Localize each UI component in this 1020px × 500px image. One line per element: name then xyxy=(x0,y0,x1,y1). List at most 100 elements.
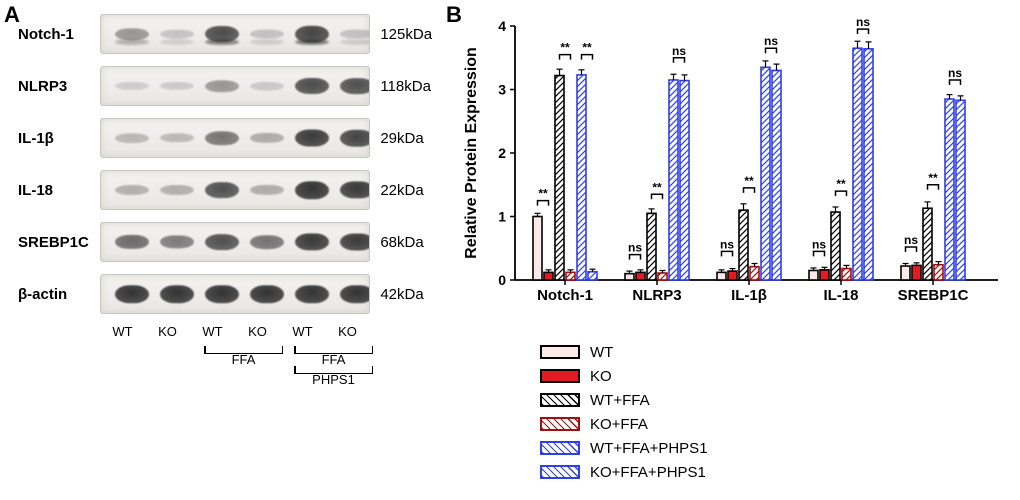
svg-text:2: 2 xyxy=(498,145,506,161)
legend-label: KO xyxy=(590,368,612,385)
legend-swatch xyxy=(540,465,580,479)
panel-b-barchart: 01234Relative Protein ExpressionNotch-1N… xyxy=(460,12,1008,332)
blot-row: β-actin 42kDa xyxy=(18,272,450,316)
chart-bar xyxy=(647,213,656,280)
molecular-weight-label: 118kDa xyxy=(370,78,450,95)
protein-name: β-actin xyxy=(18,286,100,303)
chart-bar xyxy=(820,270,829,280)
chart-bar xyxy=(750,267,759,280)
legend-item: KO+FFA xyxy=(540,412,780,436)
legend-item: WT+FFA+PHPS1 xyxy=(540,436,780,460)
protein-name: Notch-1 xyxy=(18,26,100,43)
chart-bar xyxy=(934,265,943,280)
significance-label: ns xyxy=(812,237,826,251)
molecular-weight-label: 125kDa xyxy=(370,26,450,43)
chart-bar xyxy=(544,272,553,280)
condition-bracket: PHPS1 xyxy=(294,373,373,374)
blot-strip xyxy=(100,274,371,314)
significance-label: ** xyxy=(836,177,846,191)
chart-bar xyxy=(842,269,851,280)
significance-label: ** xyxy=(652,180,662,194)
chart-bar xyxy=(636,272,645,280)
legend-label: WT xyxy=(590,344,613,361)
svg-text:4: 4 xyxy=(498,18,506,34)
svg-text:1: 1 xyxy=(498,209,506,225)
significance-label: ns xyxy=(720,237,734,251)
chart-bar xyxy=(901,266,910,280)
chart-bar xyxy=(956,100,965,280)
significance-label: ** xyxy=(560,41,570,55)
legend-item: WT xyxy=(540,340,780,364)
significance-label: ** xyxy=(928,171,938,185)
x-group-label: IL-1β xyxy=(731,287,767,304)
molecular-weight-label: 68kDa xyxy=(370,234,450,251)
significance-label: ns xyxy=(948,66,962,80)
blot-row: SREBP1C 68kDa xyxy=(18,220,450,264)
chart-bar xyxy=(588,272,597,280)
legend-label: KO+FFA+PHPS1 xyxy=(590,464,706,481)
chart-bar xyxy=(831,212,840,280)
blot-strip xyxy=(100,222,371,262)
protein-name: IL-18 xyxy=(18,182,100,199)
legend-swatch xyxy=(540,393,580,407)
blot-strip xyxy=(100,118,371,158)
molecular-weight-label: 29kDa xyxy=(370,130,450,147)
molecular-weight-label: 22kDa xyxy=(370,182,450,199)
blot-strip xyxy=(100,14,371,54)
legend-label: WT+FFA+PHPS1 xyxy=(590,440,708,457)
legend-swatch xyxy=(540,417,580,431)
chart-bar xyxy=(864,49,873,280)
chart-bar xyxy=(555,76,564,280)
phps1-bracket-row: PHPS1 xyxy=(100,359,372,379)
molecular-weight-label: 42kDa xyxy=(370,286,450,303)
lane-label: WT xyxy=(190,324,235,339)
blot-row: Notch-1 125kDa xyxy=(18,12,450,56)
chart-bar xyxy=(761,67,770,280)
blot-strip xyxy=(100,170,371,210)
legend-item: WT+FFA xyxy=(540,388,780,412)
ffa-bracket-row: FFAFFA xyxy=(100,339,372,359)
chart-bar xyxy=(945,99,954,280)
chart-bar xyxy=(566,272,575,280)
x-group-label: Notch-1 xyxy=(537,287,593,304)
lane-label: KO xyxy=(235,324,280,339)
chart-bar xyxy=(658,273,667,280)
chart-bar xyxy=(853,48,862,280)
blot-row: NLRP3118kDa xyxy=(18,64,450,108)
significance-label: ns xyxy=(672,44,686,58)
significance-label: ns xyxy=(856,15,870,29)
significance-label: ** xyxy=(744,174,754,188)
significance-label: ns xyxy=(628,241,642,255)
legend-label: KO+FFA xyxy=(590,416,648,433)
lane-label: KO xyxy=(325,324,370,339)
chart-bar xyxy=(680,81,689,280)
panel-a-westernblots: Notch-1 125kDa NLRP3118kDa IL-1β 29kDa IL-18 2… xyxy=(18,12,450,352)
chart-bar xyxy=(533,217,542,281)
x-group-label: NLRP3 xyxy=(632,287,681,304)
significance-label: ** xyxy=(538,187,548,201)
legend-label: WT+FFA xyxy=(590,392,650,409)
protein-name: SREBP1C xyxy=(18,234,100,251)
lane-labels-row: WTKOWTKOWTKO xyxy=(100,324,372,339)
chart-bar xyxy=(728,271,737,280)
legend-item: KO+FFA+PHPS1 xyxy=(540,460,780,484)
svg-text:3: 3 xyxy=(498,82,506,98)
lane-label: WT xyxy=(280,324,325,339)
condition-bracket-label: PHPS1 xyxy=(294,372,373,387)
x-group-label: SREBP1C xyxy=(898,287,969,304)
significance-label: ns xyxy=(764,34,778,48)
chart-legend: WT KO WT+FFA KO+FFA WT+FFA+PHPS1 KO+FFA+PHPS1 xyxy=(540,340,780,484)
chart-bar xyxy=(923,208,932,280)
blot-strip xyxy=(100,66,371,106)
significance-label: ns xyxy=(904,233,918,247)
chart-bar xyxy=(809,270,818,280)
bar-chart-svg: 01234Relative Protein ExpressionNotch-1N… xyxy=(460,12,1008,312)
protein-name: IL-1β xyxy=(18,130,100,147)
legend-swatch xyxy=(540,345,580,359)
chart-bar xyxy=(577,75,586,280)
chart-bar xyxy=(625,274,634,280)
y-axis-label: Relative Protein Expression xyxy=(463,47,480,259)
chart-bar xyxy=(717,272,726,280)
chart-bar xyxy=(772,70,781,280)
lane-label: WT xyxy=(100,324,145,339)
